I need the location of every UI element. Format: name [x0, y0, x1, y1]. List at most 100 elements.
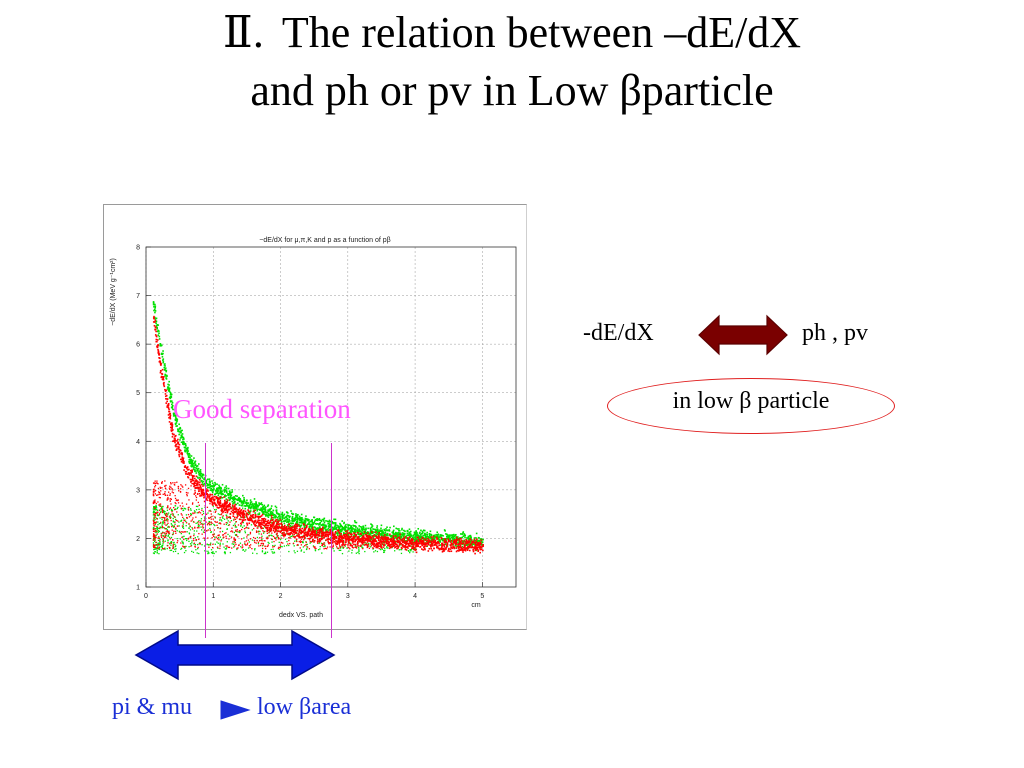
scatter-point	[260, 523, 262, 525]
scatter-point	[270, 527, 273, 530]
scatter-point	[181, 453, 184, 456]
scatter-point	[384, 537, 386, 539]
scatter-point	[340, 532, 342, 535]
scatter-point	[164, 393, 167, 395]
scatter-point	[443, 540, 445, 542]
scatter-point	[213, 533, 215, 535]
scatter-point	[218, 492, 220, 495]
scatter-point	[180, 460, 183, 463]
scatter-point	[309, 523, 312, 526]
scatter-point	[211, 491, 214, 494]
scatter-point	[202, 523, 204, 526]
scatter-point	[179, 538, 182, 540]
scatter-point	[326, 532, 328, 534]
scatter-point	[171, 403, 173, 406]
scatter-point	[253, 498, 256, 500]
scatter-point	[203, 494, 206, 496]
scatter-point	[250, 516, 252, 518]
scatter-point	[443, 544, 445, 546]
scatter-point	[236, 514, 239, 516]
scatter-point	[224, 548, 227, 550]
scatter-point	[256, 509, 259, 512]
scatter-point	[307, 530, 310, 532]
scatter-point	[230, 520, 233, 522]
scatter-point	[255, 507, 258, 509]
scatter-point	[351, 533, 353, 536]
scatter-point	[311, 536, 313, 539]
scatter-point	[419, 542, 421, 545]
scatter-point	[368, 547, 371, 550]
scatter-point	[202, 531, 205, 533]
scatter-point	[387, 537, 390, 540]
scatter-point	[458, 543, 461, 545]
scatter-point	[457, 545, 460, 548]
scatter-point	[425, 540, 428, 543]
scatter-point	[263, 520, 266, 523]
scatter-point	[347, 524, 350, 527]
scatter-point	[281, 532, 283, 535]
scatter-point	[295, 540, 298, 542]
scatter-point	[174, 521, 176, 524]
scatter-point	[220, 513, 222, 516]
scatter-point	[428, 538, 430, 541]
scatter-point	[197, 467, 200, 470]
scatter-point	[210, 552, 213, 554]
scatter-point	[349, 526, 352, 529]
scatter-point	[354, 528, 356, 530]
scatter-point	[350, 539, 353, 542]
scatter-point	[271, 541, 273, 543]
scatter-point	[256, 536, 259, 539]
scatter-point	[172, 413, 175, 416]
scatter-point	[392, 543, 395, 546]
scatter-point	[473, 547, 476, 550]
scatter-point	[274, 515, 277, 518]
scatter-point	[340, 533, 342, 536]
scatter-point	[413, 531, 416, 534]
scatter-point	[181, 433, 184, 435]
scatter-point	[338, 532, 341, 535]
scatter-point	[211, 498, 213, 500]
scatter-point	[233, 545, 236, 547]
scatter-point	[345, 534, 348, 536]
scatter-point	[190, 520, 192, 522]
scatter-point	[458, 542, 461, 544]
scatter-point	[305, 541, 307, 543]
scatter-point	[293, 520, 295, 522]
scatter-point	[161, 524, 163, 526]
scatter-point	[275, 525, 278, 527]
scatter-point	[328, 520, 330, 523]
scatter-point	[221, 483, 224, 486]
scatter-point	[220, 487, 223, 489]
scatter-point	[192, 459, 194, 462]
scatter-point	[214, 490, 217, 492]
scatter-point	[283, 536, 285, 538]
scatter-point	[420, 548, 423, 550]
scatter-point	[404, 530, 406, 533]
scatter-point	[241, 511, 243, 514]
scatter-point	[185, 467, 188, 470]
scatter-point	[274, 514, 277, 517]
scatter-point	[305, 534, 308, 536]
scatter-point	[197, 526, 200, 528]
scatter-point	[172, 429, 174, 431]
scatter-point	[253, 520, 256, 522]
scatter-point	[479, 541, 482, 543]
scatter-point	[425, 539, 427, 542]
scatter-point	[474, 542, 477, 545]
scatter-point	[160, 549, 163, 551]
scatter-point	[152, 542, 155, 544]
title-line-1: Ⅱ. The relation between –dE/dX	[0, 4, 1024, 62]
scatter-point	[172, 412, 175, 415]
scatter-point	[339, 539, 341, 541]
scatter-point	[389, 546, 391, 548]
scatter-point	[434, 536, 436, 539]
scatter-point	[152, 514, 155, 516]
scatter-series-0	[152, 301, 484, 555]
scatter-point	[194, 537, 196, 539]
scatter-point	[321, 537, 324, 540]
scatter-point	[323, 545, 325, 548]
scatter-point	[227, 516, 230, 519]
scatter-point	[178, 521, 180, 523]
scatter-point	[264, 547, 267, 550]
scatter-point	[336, 526, 338, 529]
